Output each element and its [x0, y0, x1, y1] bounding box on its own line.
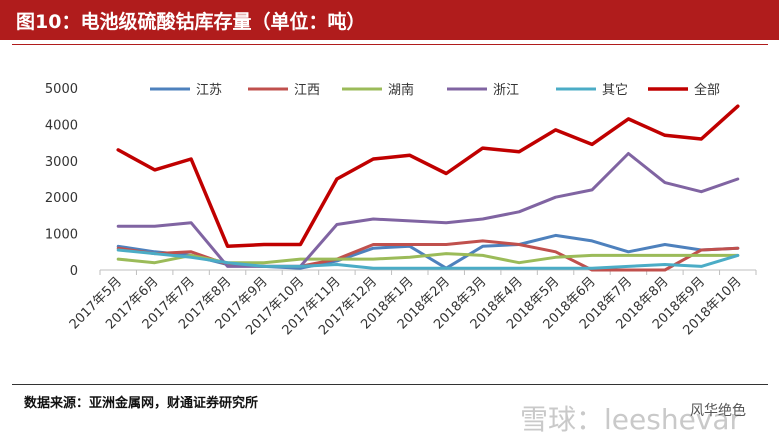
line-chart: 0 1000 2000 3000 4000 5000 2017年5月2017年6月2017… — [45, 82, 757, 338]
y-tick-label: 3000 — [45, 155, 78, 170]
brand-label: 风华绝色 — [690, 403, 746, 419]
legend-label-其它: 其它 — [602, 82, 628, 98]
series-layer — [116, 104, 740, 272]
y-tick-label: 2000 — [45, 191, 78, 206]
series-line-浙江 — [116, 152, 740, 268]
y-tick-label: 4000 — [45, 118, 78, 133]
y-tick-label: 5000 — [45, 82, 78, 97]
source-rule — [12, 384, 768, 385]
x-axis: 2017年5月2017年6月2017年7月2017年8月2017年9月2017年… — [67, 269, 757, 338]
y-tick-label: 1000 — [45, 228, 78, 243]
y-axis: 0 1000 2000 3000 4000 5000 — [45, 82, 78, 279]
legend-label-湖南: 湖南 — [388, 82, 414, 98]
source-note: 数据来源：亚洲金属网，财通证券研究所 — [24, 396, 259, 411]
series-line-江苏 — [116, 233, 740, 270]
y-tick-label: 0 — [70, 264, 78, 279]
legend-label-浙江: 浙江 — [493, 83, 519, 98]
legend: 江苏 江西 湖南 浙江 其它 全部 — [150, 82, 720, 98]
title-bar: 图10：电池级硫酸钴库存量（单位：吨） — [0, 0, 779, 40]
legend-label-全部: 全部 — [694, 82, 720, 98]
legend-label-江苏: 江苏 — [196, 82, 222, 98]
series-line-其它 — [116, 248, 740, 270]
legend-label-江西: 江西 — [294, 83, 320, 98]
chart-title: 图10：电池级硫酸钴库存量（单位：吨） — [16, 11, 366, 33]
series-line-全部 — [116, 104, 740, 249]
title-rule — [12, 44, 768, 45]
watermark: 雪球：leeshevar — [520, 403, 742, 436]
